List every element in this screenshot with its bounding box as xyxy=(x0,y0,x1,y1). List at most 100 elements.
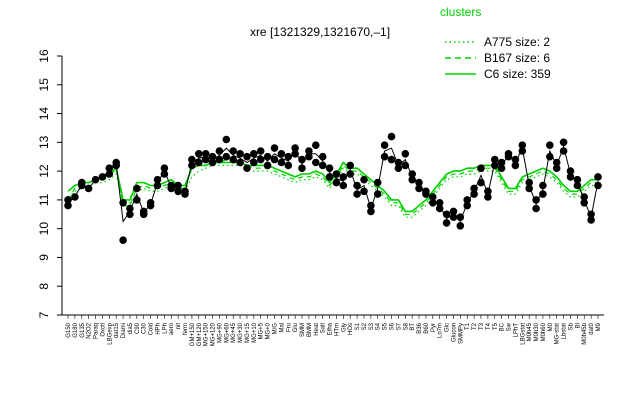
x-tick-label: dia5 xyxy=(128,322,134,334)
x-tick-label: Glc xyxy=(445,323,451,332)
x-tick-label: M0h30 xyxy=(534,322,540,341)
data-point xyxy=(284,152,293,161)
x-tick-label: Fru xyxy=(286,323,292,332)
x-tick-label: MG+90 xyxy=(217,322,223,343)
x-tick-labels: G150 G180 G135 N2O2 Paraq Oxctl LBGexp dat15 Dia… xyxy=(66,322,602,346)
x-tick-label: N2O2 xyxy=(87,322,93,338)
data-point xyxy=(442,210,451,219)
x-tick-label: C30 xyxy=(142,322,148,334)
data-point xyxy=(133,184,141,193)
legend: clusters A775 size: 2 B167 size: 6 C6 size… xyxy=(440,5,551,81)
x-tick-label: dat0 xyxy=(589,322,595,334)
data-point xyxy=(573,181,582,190)
x-tick-label: Bl xyxy=(575,323,581,328)
x-tick-label: Oxctl xyxy=(100,323,106,337)
x-tick-label: Gly xyxy=(341,323,347,332)
data-point xyxy=(408,175,417,184)
data-point xyxy=(250,150,258,158)
data-point xyxy=(78,178,86,187)
y-tick-label: 9 xyxy=(37,254,51,261)
data-point xyxy=(325,164,334,172)
data-point xyxy=(346,170,355,178)
data-point xyxy=(401,161,410,170)
x-tick-label: M0h60 xyxy=(541,322,547,341)
data-point xyxy=(373,178,382,187)
x-tick-label: aero xyxy=(169,322,175,335)
data-point xyxy=(477,178,485,187)
x-tick-label: M/G xyxy=(272,323,278,335)
data-point xyxy=(215,155,224,164)
data-point xyxy=(126,204,134,213)
legend-label: A775 size: 2 xyxy=(484,35,550,49)
x-tick-label: M0h45b xyxy=(582,322,588,344)
data-point xyxy=(332,170,341,178)
x-tick-label: G135 xyxy=(80,322,86,337)
data-point xyxy=(236,158,244,167)
x-tick-label: S1 xyxy=(355,322,361,330)
x-tick-label: HTm xyxy=(334,323,340,336)
data-point xyxy=(532,196,540,204)
data-point xyxy=(539,181,547,190)
x-tick-label: Glucon xyxy=(451,323,457,342)
x-tick-label: M0 xyxy=(548,322,554,331)
data-point xyxy=(208,152,217,161)
data-point xyxy=(318,152,327,161)
data-point xyxy=(195,150,203,158)
data-point xyxy=(539,190,547,198)
y-tick-label: 12 xyxy=(37,164,51,178)
x-tick-label: BMM xyxy=(307,323,313,337)
data-point xyxy=(360,187,368,196)
x-tick-label: MG+5 xyxy=(259,322,265,339)
data-point xyxy=(353,190,361,198)
x-tick-label: MG+0 xyxy=(266,322,272,339)
data-point xyxy=(566,173,575,181)
x-tick-label: B60 xyxy=(424,322,430,333)
x-tick-label: MG+150 xyxy=(204,322,210,346)
legend-title: clusters xyxy=(440,5,481,19)
data-point xyxy=(243,164,251,172)
data-point xyxy=(525,178,534,187)
x-tick-label: S4 xyxy=(376,322,382,330)
x-tick-label: MG+60 xyxy=(224,322,230,343)
data-point xyxy=(139,207,148,216)
x-tick-label: M9 xyxy=(596,322,602,331)
data-point xyxy=(112,158,120,167)
x-tick-label: LBGstat xyxy=(520,323,526,345)
data-point xyxy=(587,216,595,224)
data-point xyxy=(360,175,368,184)
x-tick-label: ferm xyxy=(183,323,189,335)
data-point xyxy=(511,161,520,170)
data-point xyxy=(318,161,327,170)
data-point xyxy=(325,173,334,181)
data-point xyxy=(277,158,286,167)
data-point xyxy=(594,173,602,181)
data-point xyxy=(256,147,265,155)
x-tick-label: Diami xyxy=(121,323,127,338)
data-point xyxy=(552,158,561,167)
data-point xyxy=(270,144,279,152)
x-tick-label: T1 xyxy=(465,322,471,330)
data-point xyxy=(546,141,554,149)
data-point xyxy=(298,155,306,164)
data-point xyxy=(497,164,506,172)
x-tick-label: Lbstat xyxy=(562,323,568,340)
data-point xyxy=(470,184,478,193)
data-point xyxy=(504,150,513,158)
x-tick-label: M0h45 xyxy=(527,322,533,341)
x-tick-label: C90 xyxy=(135,322,141,334)
x-tick-label: BT xyxy=(410,323,416,331)
x-tick-label: LPhT xyxy=(513,323,519,338)
y-tick-label: 14 xyxy=(37,107,51,121)
data-point xyxy=(298,164,306,172)
x-tick-label: G180 xyxy=(73,322,79,337)
data-point xyxy=(435,204,444,213)
axis-group: 7 8 9 10 11 12 13 14 15 16 xyxy=(37,49,604,319)
x-tick-label: Sw xyxy=(507,322,513,331)
x-tick-label: SMM xyxy=(300,323,306,337)
data-point xyxy=(339,181,348,190)
data-point xyxy=(105,164,114,172)
x-tick-label: B36 xyxy=(417,322,423,333)
data-point xyxy=(71,193,79,201)
data-point xyxy=(401,150,410,158)
